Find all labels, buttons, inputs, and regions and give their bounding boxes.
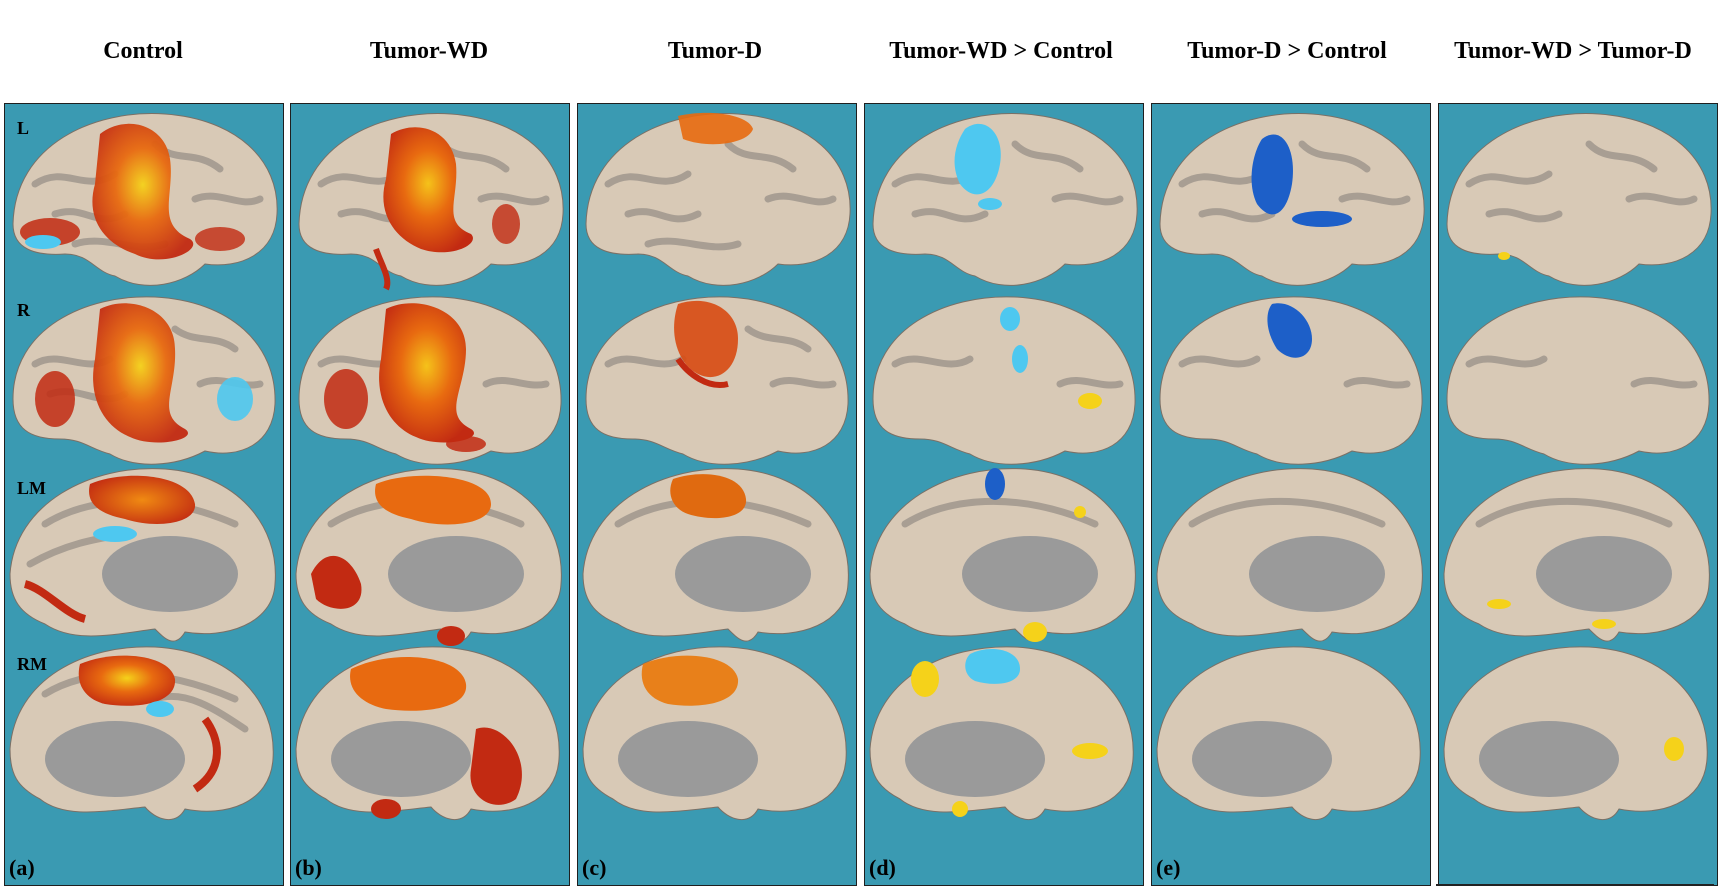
medial-left-brain [9,468,276,642]
row-label-l: L [17,118,30,138]
panel-letter-d: (d) [869,855,896,880]
brain-maps-tumor-wd-gt-control [869,113,1138,820]
column-title-tumor-wd-gt-control: Tumor-WD > Control [889,38,1113,64]
row-label-rm: RM [17,654,47,674]
medial-right-brain [9,646,274,820]
panel-tumor-wd-gt-tumor-d [1438,103,1718,886]
bottom-rule [1436,884,1714,886]
lateral-left-brain [12,113,278,286]
panel-tumor-wd-gt-control: (d) [864,103,1144,886]
panel-tumor-d-gt-control: (e) [1151,103,1431,886]
column-title-tumor-wd-gt-tumor-d: Tumor-WD > Tumor-D [1454,38,1692,64]
panel-letter-e: (e) [1156,855,1181,880]
column-title-control: Control [103,38,183,64]
brain-maps-tumor-wd-gt-tumor-d [1443,113,1712,820]
row-label-r: R [17,300,30,320]
panel-letter-a: (a) [9,855,35,880]
panel-tumor-wd: (b) [290,103,570,886]
brain-maps-tumor-d-gt-control [1156,113,1425,820]
column-title-tumor-wd: Tumor-WD [369,38,489,64]
column-headers: Control Tumor-WD Tumor-D Tumor-WD > Cont… [0,0,1718,100]
column-title-tumor-d: Tumor-D [667,38,763,64]
panel-letter-b: (b) [295,855,322,880]
row-label-lm: LM [17,478,46,498]
column-title-tumor-d-gt-control: Tumor-D > Control [1187,38,1387,64]
brain-maps-control [9,113,278,820]
brain-maps-tumor-wd [295,113,564,820]
panel-tumor-d: (c) [577,103,857,886]
brain-maps-tumor-d [582,112,851,820]
lateral-right-brain [12,296,276,465]
panel-control: L R LM RM (a) [4,103,284,886]
panel-letter-c: (c) [582,855,607,880]
